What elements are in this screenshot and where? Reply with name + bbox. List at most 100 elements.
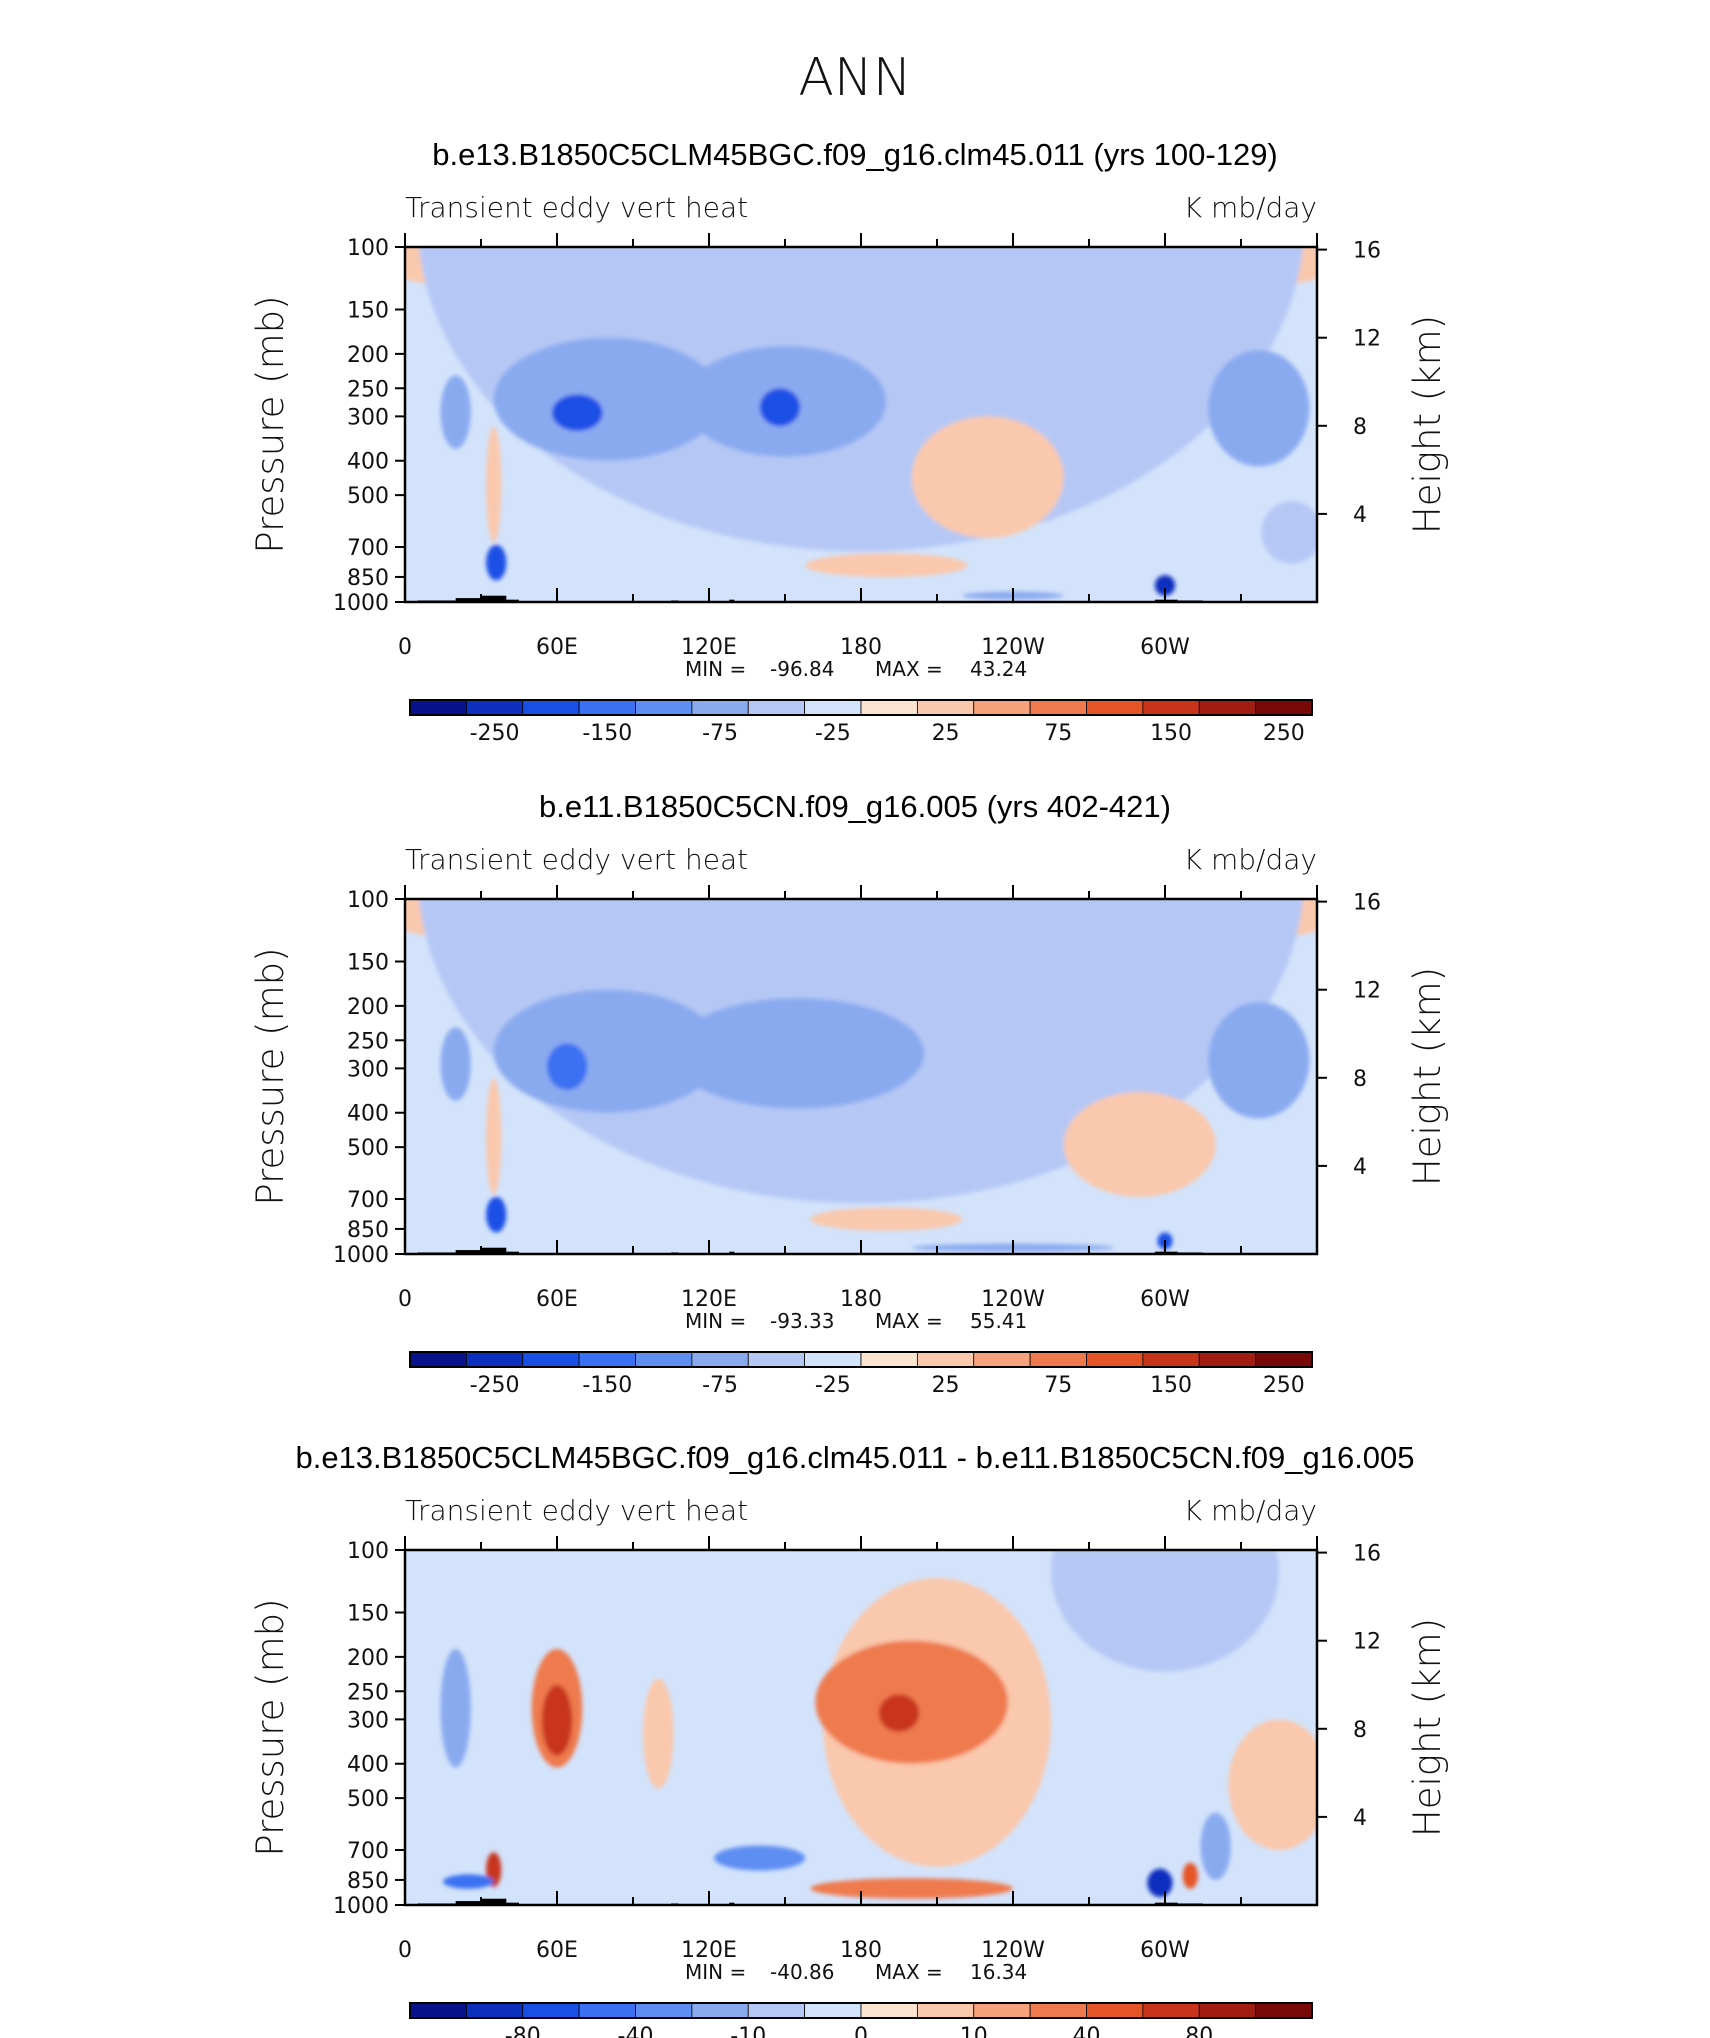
y-tick-label: 250 bbox=[347, 377, 389, 402]
colorbar-swatch bbox=[1142, 2002, 1200, 2019]
y-tick-label: 1000 bbox=[333, 1243, 389, 1268]
y-tick-label: 400 bbox=[347, 450, 389, 475]
colorbar-swatch bbox=[1086, 2002, 1144, 2019]
contour-blob bbox=[643, 1678, 674, 1789]
colorbar-label: -75 bbox=[702, 1373, 738, 1398]
max-label: MAX = bbox=[875, 657, 943, 681]
contour-blob bbox=[1154, 575, 1176, 596]
contour-field bbox=[405, 247, 1317, 602]
y-tick-label: 700 bbox=[347, 536, 389, 561]
colorbar-swatch bbox=[522, 1351, 580, 1368]
min-label: MIN = bbox=[685, 657, 746, 681]
max-value: 43.24 bbox=[970, 657, 1027, 681]
colorbar-swatch bbox=[747, 1351, 806, 1368]
y2-tick-label: 8 bbox=[1353, 1067, 1367, 1092]
colorbar-swatch bbox=[860, 699, 918, 716]
y2-tick-label: 12 bbox=[1353, 979, 1381, 1004]
colorbar-label: 150 bbox=[1150, 1373, 1192, 1398]
y-tick-label: 500 bbox=[347, 484, 389, 509]
y-tick-label: 400 bbox=[347, 1753, 389, 1778]
topography-mask bbox=[455, 598, 481, 602]
y-tick-label: 200 bbox=[347, 343, 389, 368]
min-value: -93.33 bbox=[770, 1309, 834, 1333]
y2-tick-label: 8 bbox=[1353, 415, 1367, 440]
colorbar-swatch bbox=[860, 2002, 918, 2019]
y-tick-label: 100 bbox=[347, 236, 389, 261]
contour-blob bbox=[810, 1207, 963, 1231]
colorbar-label: -150 bbox=[582, 721, 632, 746]
colorbar-swatch bbox=[1029, 2002, 1087, 2019]
colorbar: -250 -150 -75 -25 25 75 150 250 bbox=[409, 1351, 1313, 1398]
colorbar-swatch bbox=[1029, 1351, 1087, 1368]
panel-left-label: Transient eddy vert heat bbox=[405, 191, 748, 224]
colorbar-swatch bbox=[804, 2002, 862, 2019]
colorbar-label: 250 bbox=[1263, 721, 1305, 746]
y-axis-title: Pressure (mb) bbox=[249, 295, 292, 553]
topography-mask bbox=[481, 1247, 507, 1254]
x-tick-label: 180 bbox=[840, 635, 882, 660]
topography-mask bbox=[455, 1901, 481, 1905]
y2-tick-label: 16 bbox=[1353, 891, 1381, 916]
panels-group: b.e13.B1850C5CLM45BGC.f09_g16.clm45.011 … bbox=[249, 137, 1449, 2038]
colorbar-swatch bbox=[973, 1351, 1031, 1368]
colorbar-label: -40 bbox=[618, 2024, 654, 2038]
colorbar-label: 250 bbox=[1263, 1373, 1305, 1398]
y-tick-label: 250 bbox=[347, 1029, 389, 1054]
x-tick-label: 120W bbox=[981, 1287, 1045, 1312]
max-value: 55.41 bbox=[970, 1309, 1027, 1333]
y-tick-label: 200 bbox=[347, 1646, 389, 1671]
y2-tick-label: 4 bbox=[1353, 1806, 1367, 1831]
x-tick-label: 60W bbox=[1140, 1938, 1190, 1963]
y2-tick-label: 16 bbox=[1353, 1542, 1381, 1567]
colorbar-frame bbox=[409, 1351, 1313, 1368]
colorbar-swatch bbox=[691, 2002, 749, 2019]
colorbar: -250 -150 -75 -25 25 75 150 250 bbox=[409, 699, 1313, 746]
y-tick-label: 250 bbox=[347, 1680, 389, 1705]
colorbar-label: -80 bbox=[505, 2024, 541, 2038]
colorbar-label: -10 bbox=[730, 2024, 766, 2038]
y2-axis-title: Height (km) bbox=[1406, 967, 1449, 1186]
contour-blob bbox=[1051, 1550, 1279, 1672]
colorbar-swatch bbox=[916, 2002, 975, 2019]
x-tick-label: 180 bbox=[840, 1938, 882, 1963]
colorbar-swatch bbox=[916, 1351, 975, 1368]
y-tick-label: 850 bbox=[347, 566, 389, 591]
y-tick-label: 150 bbox=[347, 299, 389, 324]
y-tick-label: 1000 bbox=[333, 591, 389, 616]
contour-blob bbox=[759, 388, 801, 427]
x-tick-label: 60W bbox=[1140, 1287, 1190, 1312]
contour-blob bbox=[546, 1043, 588, 1090]
y-tick-label: 700 bbox=[347, 1188, 389, 1213]
figure-title: ANN bbox=[798, 48, 911, 108]
contour-blob bbox=[440, 1648, 471, 1768]
panel-right-label: K mb/day bbox=[1184, 843, 1317, 876]
colorbar-swatch bbox=[747, 699, 806, 716]
contour-blob bbox=[714, 1845, 806, 1871]
y2-tick-label: 8 bbox=[1353, 1718, 1367, 1743]
x-tick-label: 60E bbox=[536, 1938, 578, 1963]
colorbar-swatch bbox=[747, 2002, 806, 2019]
colorbar-label: -25 bbox=[815, 1373, 851, 1398]
colorbar-label: 150 bbox=[1150, 721, 1192, 746]
contour-field bbox=[405, 899, 1317, 1254]
contour-blob bbox=[1228, 1719, 1317, 1850]
colorbar-label: -250 bbox=[470, 721, 520, 746]
contour-blob bbox=[551, 394, 603, 432]
contour-blob bbox=[1208, 349, 1310, 467]
colorbar-swatch bbox=[635, 1351, 693, 1368]
min-value: -40.86 bbox=[770, 1960, 834, 1984]
y-tick-label: 1000 bbox=[333, 1894, 389, 1919]
colorbar-swatch bbox=[1198, 699, 1257, 716]
y-tick-label: 100 bbox=[347, 1539, 389, 1564]
panel-title: b.e13.B1850C5CLM45BGC.f09_g16.clm45.011 … bbox=[432, 137, 1278, 172]
colorbar-swatch bbox=[522, 2002, 580, 2019]
colorbar-label: -150 bbox=[582, 1373, 632, 1398]
y2-axis-title: Height (km) bbox=[1406, 315, 1449, 534]
colorbar-swatch bbox=[1142, 699, 1200, 716]
panel-title: b.e11.B1850C5CN.f09_g16.005 (yrs 402-421… bbox=[539, 789, 1171, 824]
colorbar: -80 -40 -10 0 10 40 80 bbox=[409, 2002, 1313, 2038]
contour-blob bbox=[486, 1196, 507, 1233]
panel-left-label: Transient eddy vert heat bbox=[405, 1494, 748, 1527]
y-tick-label: 700 bbox=[347, 1839, 389, 1864]
